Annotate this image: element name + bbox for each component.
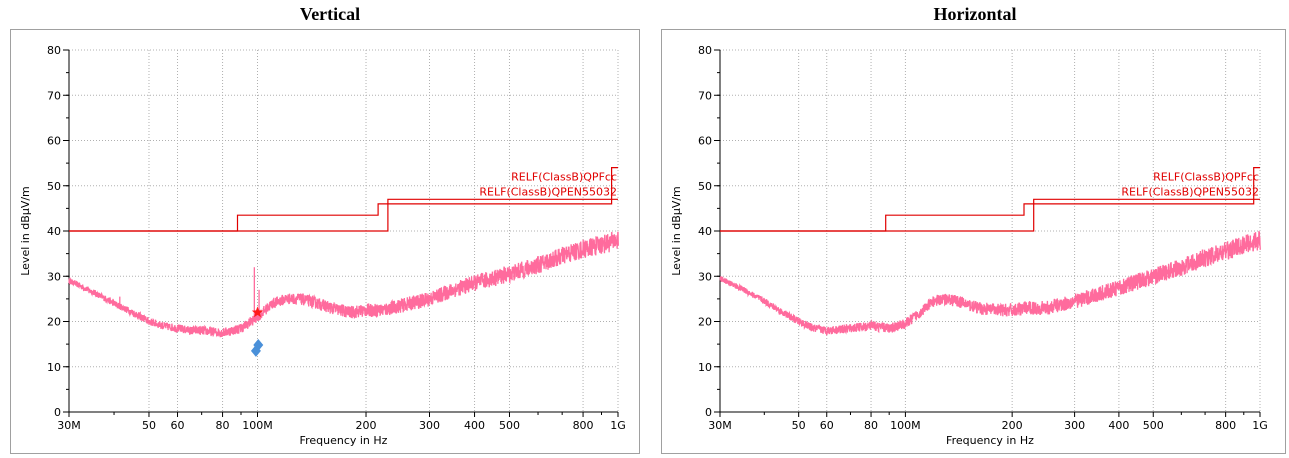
measurement-trace-series-0 xyxy=(719,230,1261,336)
limit-line-fcc xyxy=(69,167,618,232)
x-tick-label: 500 xyxy=(499,419,520,432)
limit-line-en55032 xyxy=(720,198,1260,232)
y-tick-label: 60 xyxy=(47,135,61,148)
x-tick-label: 300 xyxy=(1064,419,1085,432)
x-tick-label: 30M xyxy=(57,419,81,432)
limit-label-fcc: RELF(ClassB)QPFcc xyxy=(511,171,617,184)
qp-marker-diamond xyxy=(250,344,261,357)
x-tick-label: 80 xyxy=(864,419,878,432)
y-tick-label: 20 xyxy=(698,316,712,329)
y-axis-label: Level in dBµV/m xyxy=(670,186,683,276)
x-tick-label: 50 xyxy=(792,419,806,432)
peak-marker-star xyxy=(251,306,264,318)
y-tick-label: 20 xyxy=(47,316,61,329)
x-tick-label: 100M xyxy=(890,419,921,432)
qp-marker-diamond xyxy=(253,339,264,352)
chart-title-horizontal: Horizontal xyxy=(933,4,1017,24)
limit-label-en55032: RELF(ClassB)QPEN55032 xyxy=(479,185,617,198)
x-tick-label: 400 xyxy=(464,419,485,432)
x-tick-label: 100M xyxy=(242,419,273,432)
y-tick-label: 0 xyxy=(705,406,712,419)
y-tick-label: 60 xyxy=(698,135,712,148)
y-tick-label: 70 xyxy=(47,89,61,102)
x-axis-label: Frequency in Hz xyxy=(946,434,1034,447)
y-tick-label: 0 xyxy=(54,406,61,419)
y-tick-label: 50 xyxy=(47,180,61,193)
x-tick-label: 800 xyxy=(573,419,594,432)
x-tick-label: 50 xyxy=(142,419,156,432)
chart-title-vertical: Vertical xyxy=(299,4,361,24)
y-tick-label: 30 xyxy=(47,270,61,283)
x-tick-label: 300 xyxy=(419,419,440,432)
chart-horizontal: 0 10 20 30 40 50 60 70 80 30M 50 60 80 100M 200 300 400 5… xyxy=(670,44,1268,447)
x-tick-label: 200 xyxy=(1002,419,1023,432)
y-tick-label: 80 xyxy=(47,44,61,57)
x-tick-label: 400 xyxy=(1108,419,1129,432)
limit-line-fcc xyxy=(720,167,1260,232)
x-tick-label: 80 xyxy=(216,419,230,432)
y-tick-label: 40 xyxy=(698,225,712,238)
chart-panel-vertical: 0 10 20 30 40 50 60 70 80 30M 50 60 80 100M 200 300 400 5… xyxy=(10,29,640,454)
measurement-trace-series-0 xyxy=(68,231,619,338)
y-axis-label: Level in dBµV/m xyxy=(19,186,32,276)
x-axis-label: Frequency in Hz xyxy=(300,434,388,447)
x-tick-label: 60 xyxy=(820,419,834,432)
x-tick-label: 200 xyxy=(356,419,377,432)
y-tick-label: 70 xyxy=(698,89,712,102)
chart-vertical: 0 10 20 30 40 50 60 70 80 30M 50 60 80 100M 200 300 400 5… xyxy=(19,44,626,447)
y-tick-label: 80 xyxy=(698,44,712,57)
chart-panel-horizontal: 0 10 20 30 40 50 60 70 80 30M 50 60 80 100M 200 300 400 5… xyxy=(661,29,1286,454)
x-tick-label: 1G xyxy=(1252,419,1268,432)
y-tick-label: 10 xyxy=(47,361,61,374)
x-tick-label: 500 xyxy=(1143,419,1164,432)
y-tick-label: 10 xyxy=(698,361,712,374)
y-tick-label: 40 xyxy=(47,225,61,238)
x-tick-label: 800 xyxy=(1215,419,1236,432)
y-tick-label: 50 xyxy=(698,180,712,193)
limit-label-fcc: RELF(ClassB)QPFcc xyxy=(1153,171,1259,184)
y-tick-label: 30 xyxy=(698,270,712,283)
x-tick-label: 1G xyxy=(610,419,626,432)
limit-line-en55032 xyxy=(69,198,618,232)
x-tick-label: 60 xyxy=(171,419,185,432)
x-tick-label: 30M xyxy=(708,419,732,432)
limit-label-en55032: RELF(ClassB)QPEN55032 xyxy=(1121,185,1259,198)
